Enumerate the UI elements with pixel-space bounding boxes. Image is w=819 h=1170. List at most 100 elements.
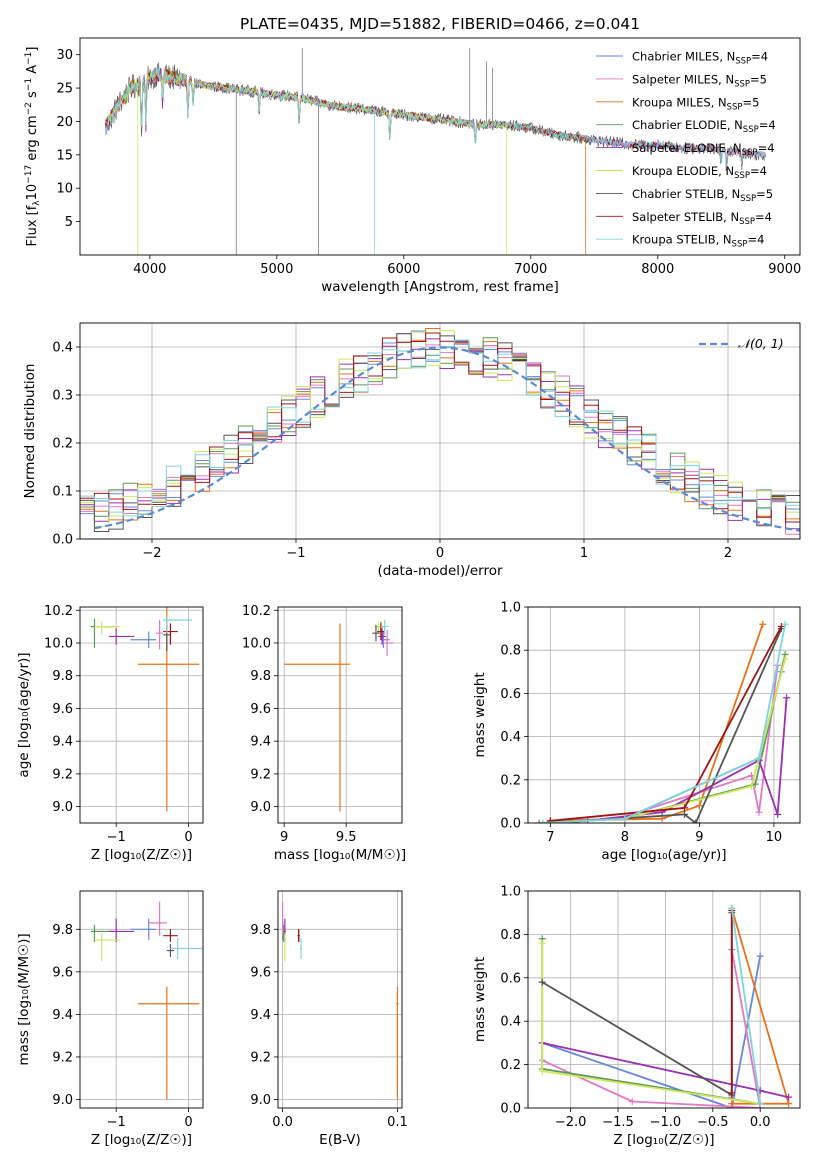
mass-weight-marker <box>783 694 791 702</box>
y-tick-label: 9.2 <box>250 1050 271 1065</box>
y-tick-label: 25 <box>56 82 73 97</box>
errorbar-point <box>163 929 178 943</box>
mass-weight-vs-Z-y-label: mass weight <box>472 957 488 1042</box>
y-tick-label: 15 <box>56 148 73 163</box>
spectrum-x-label: wavelength [Angstrom, rest frame] <box>321 279 559 295</box>
mass-weight-marker <box>621 815 629 823</box>
mass-vs-ebv-x-label: E(B-V) <box>319 1132 361 1148</box>
x-tick-label: 7000 <box>514 262 547 277</box>
age-vs-Z-frame <box>79 606 204 824</box>
x-tick-label: 9 <box>280 830 288 845</box>
errorbar-point <box>372 625 380 642</box>
y-tick-label: 9.6 <box>250 965 271 980</box>
x-tick-label: 6000 <box>387 262 420 277</box>
legend-label: Chabrier MILES, NSSP=4 <box>632 50 768 67</box>
spectrum-series-line <box>105 48 766 255</box>
mass-weight-line <box>550 625 783 822</box>
x-tick-label: 0.0 <box>750 1115 771 1130</box>
errorbar-point <box>155 620 164 650</box>
errorbar-point <box>170 937 203 960</box>
y-tick-label: 10.2 <box>242 604 271 619</box>
x-tick-label: 7 <box>546 830 554 845</box>
x-tick-label: −1 <box>107 1115 126 1130</box>
x-tick-label: −1.5 <box>602 1115 634 1130</box>
errorbar-point <box>281 901 284 936</box>
mass-weight-marker <box>785 1100 793 1108</box>
x-tick-label: 8 <box>621 830 629 845</box>
x-tick-label: 0 <box>436 546 444 561</box>
mass-weight-vs-age-frame <box>527 606 801 824</box>
y-tick-label: 0.2 <box>500 773 521 788</box>
mass-weight-vs-age-y-label: mass weight <box>472 672 488 757</box>
x-tick-label: −2.0 <box>555 1115 587 1130</box>
mass-weight-marker <box>759 620 767 628</box>
age-vs-mass-panel: 9 9.5 9.0 9.2 9.4 9.6 9.8 10.0 10.2 mass [log₁₀(M… <box>242 604 406 863</box>
y-tick-label: 0.6 <box>500 687 521 702</box>
legend-label: Chabrier ELODIE, NSSP=4 <box>632 118 776 135</box>
y-tick-label: 30 <box>56 48 73 63</box>
errorbar-point <box>163 616 193 634</box>
errorbar-point <box>108 628 135 645</box>
mass-weight-marker <box>538 939 546 947</box>
y-tick-label: 9.0 <box>250 1093 271 1108</box>
x-tick-label: 9000 <box>768 262 801 277</box>
spectrum-panel: 4000 5000 6000 7000 8000 9000 5 10 15 20 25 30 wavel… <box>24 37 801 295</box>
mass-weight-line <box>541 955 762 1108</box>
y-tick-label: 20 <box>56 115 73 130</box>
mass-weight-line <box>550 671 783 822</box>
y-tick-label: 0.6 <box>500 971 521 986</box>
mass-weight-vs-age-panel: 7 8 9 10 0.0 0.2 0.4 0.6 0.8 1.0 age [log₁₀(age/yr… <box>472 601 801 863</box>
y-tick-label: 0.8 <box>500 928 521 943</box>
residuals-panel: −2 −1 0 1 2 0.0 0.1 0.2 0.3 0.4 (data-model)/error… <box>22 322 801 579</box>
y-tick-label: 9.2 <box>52 1050 73 1065</box>
mass-weight-marker <box>748 782 756 790</box>
x-tick-label: −1 <box>286 546 305 561</box>
y-tick-label: 0.4 <box>500 1015 521 1030</box>
x-tick-label: 0 <box>184 1115 192 1130</box>
figure-title: PLATE=0435, MJD=51882, FIBERID=0466, z=0… <box>240 15 640 33</box>
age-vs-mass-x-label: mass [log₁₀(M/M☉)] <box>274 847 406 863</box>
legend-label: Salpeter ELODIE, NSSP=4 <box>632 141 775 158</box>
y-tick-label: 9.4 <box>52 735 73 750</box>
mass-weight-line <box>542 624 786 823</box>
errorbar-point <box>148 901 167 936</box>
mass-weight-vs-Z-panel: −2.0 −1.5 −1.0 −0.5 0.0 0.0 0.2 0.4 0.6 0.8 1.0 Z [… <box>472 885 801 1148</box>
spectrum-plot-area <box>105 48 766 255</box>
mass-weight-marker <box>755 754 763 762</box>
errorbar-point <box>94 933 120 962</box>
mass-weight-marker <box>756 1100 764 1108</box>
y-tick-label: 5 <box>65 215 73 230</box>
mass-weight-marker <box>535 819 543 823</box>
errorbar-point <box>108 918 135 943</box>
y-tick-label: 9.8 <box>52 923 73 938</box>
y-tick-label: 9.8 <box>250 923 271 938</box>
y-tick-label: 0.1 <box>52 485 73 500</box>
errorbar-point <box>137 607 200 812</box>
y-tick-label: 10.2 <box>44 604 73 619</box>
errorbar-point <box>130 918 156 940</box>
mass-weight-line <box>550 628 783 823</box>
mass-weight-marker <box>785 1093 793 1101</box>
mass-weight-line <box>730 908 762 1104</box>
x-tick-label: 5000 <box>260 262 293 277</box>
mass-weight-marker <box>728 1089 736 1097</box>
mass-weight-marker <box>546 817 554 823</box>
mass-vs-Z-frame <box>79 890 204 1109</box>
mass-weight-marker <box>777 622 785 630</box>
errorbar-point <box>396 986 399 1100</box>
age-vs-mass-plot-area <box>284 620 394 812</box>
y-tick-label: 0.4 <box>52 341 73 356</box>
errorbar-point <box>284 933 287 962</box>
age-vs-Z-panel: −1 0 9.0 9.2 9.4 9.6 9.8 10.0 10.2 Z [log₁₀(Z/Z☉)… <box>16 604 204 863</box>
errorbar-point <box>90 618 117 648</box>
residuals-plot-area <box>80 328 800 535</box>
legend-label: 𝒩(0, 1) <box>738 336 784 351</box>
x-tick-label: 9 <box>695 830 703 845</box>
spectrum-y-label: Flux [fλ10−17 erg cm−2 s−1 A−1] <box>24 47 42 247</box>
mass-weight-vs-age-plot-area <box>535 620 791 823</box>
legend-label: Kroupa STELIB, NSSP=4 <box>632 233 764 250</box>
errorbar-point <box>380 629 394 657</box>
y-tick-label: 0.2 <box>52 437 73 452</box>
age-vs-Z-plot-area <box>90 607 200 812</box>
